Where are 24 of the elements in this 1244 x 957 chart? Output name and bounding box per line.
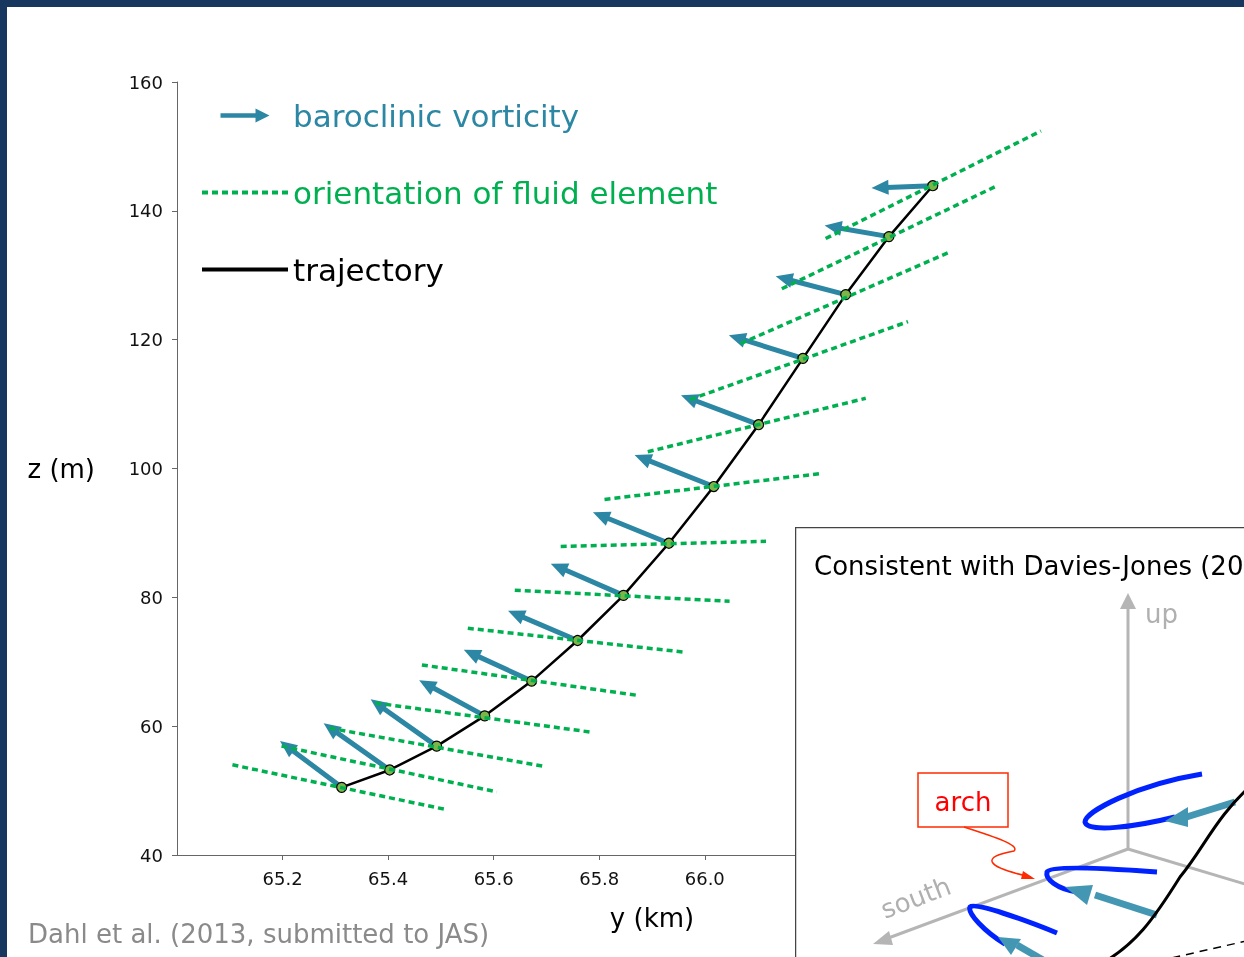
point — [871, 179, 889, 195]
legend-label: orientation of fluid element — [293, 174, 718, 211]
y-axis-title: z (m) — [27, 453, 95, 484]
y-tick-label: 40 — [140, 844, 163, 866]
point — [775, 273, 795, 288]
annotation: Consistent with Davies-Jones (20 — [814, 551, 1244, 581]
y-tick-label: 140 — [128, 200, 163, 222]
y-tick-label: 60 — [140, 715, 163, 737]
text: up — [1145, 599, 1178, 629]
y-tick-label: 160 — [128, 71, 163, 93]
x-tick-label: 65.4 — [368, 867, 409, 889]
x-tick-label: 66.0 — [684, 867, 725, 889]
legend-label: trajectory — [293, 251, 444, 288]
x-axis-title: y (km) — [609, 903, 695, 933]
y-tick-label: 100 — [128, 458, 163, 479]
legend-label: baroclinic vorticity — [293, 97, 580, 134]
x-tick-label: 65.8 — [579, 867, 620, 889]
x-tick-label: 65.6 — [473, 867, 514, 889]
y-tick-label: 120 — [128, 329, 163, 351]
text: Dahl et al. (2013, submitted to JAS) — [28, 919, 490, 949]
x-tick-label: 65.2 — [262, 867, 303, 889]
text: south — [876, 870, 955, 925]
y-tick-label: 80 — [140, 586, 163, 608]
annotation: arch — [934, 787, 992, 817]
